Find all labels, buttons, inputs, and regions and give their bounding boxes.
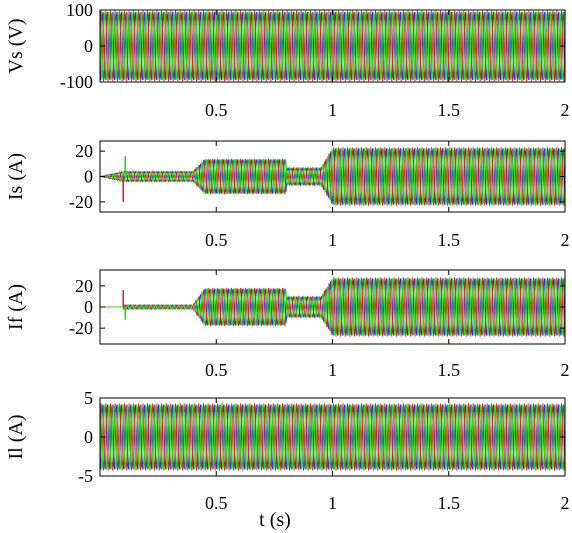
series-phase-2-if [100, 278, 565, 336]
subplot-if: 0.5 1 1.5 2 200-20 If (A) [5, 269, 570, 380]
series-phase-1-is [100, 147, 565, 206]
y-tick-label-if-0: 20 [75, 276, 93, 296]
y-tick-label-vs-1: 0 [84, 36, 93, 56]
series-phase-1-if [100, 277, 565, 337]
subplot-is: 0.5 1 1.5 2 20 0 -20 Is (A) [5, 140, 570, 250]
series-phase-3-is [100, 148, 565, 205]
series-phase-2-is [100, 148, 565, 205]
x-tick-label-if-1: 1 [328, 360, 337, 380]
subplot-il: 0.5 1 1.5 2 5 0 -5 Il (A) t (s) [5, 388, 570, 531]
series-phase-3-il [100, 404, 565, 470]
x-tick-label-if-2: 1.5 [438, 360, 461, 380]
y-tick-label-is-2: -20 [69, 192, 93, 212]
x-tick-label-is-2: 1.5 [438, 230, 461, 250]
x-tick-label-if-0: 0.5 [205, 360, 228, 380]
y-tick-label-if-2: -20 [69, 318, 93, 338]
y-axis-label-if: If (A) [5, 284, 27, 330]
x-tick-label-vs-2: 1.5 [438, 100, 461, 120]
x-tick-label-vs-0: 0.5 [205, 100, 228, 120]
series-phase-3-if [100, 278, 565, 336]
x-tick-label-il-0: 0.5 [205, 493, 228, 513]
x-axis-label-il: t (s) [259, 509, 291, 531]
x-tick-label-if-3: 2 [561, 360, 570, 380]
series-phase-2-il [100, 404, 565, 470]
y-axis-label-vs: Vs (V) [5, 19, 27, 74]
y-axis-label-is: Is (A) [5, 153, 27, 200]
y-tick-label-is-0: 20 [75, 141, 93, 161]
y-tick-label-is-1: 0 [84, 167, 93, 187]
series-phase-3-vs [100, 11, 565, 81]
y-axis-label-il: Il (A) [5, 415, 27, 460]
y-tick-label-il-1: 0 [84, 427, 93, 447]
x-tick-label-vs-1: 1 [328, 100, 337, 120]
x-tick-label-vs-3: 2 [561, 100, 570, 120]
series-phase-1-il [100, 403, 565, 471]
y-tick-label-if-1: 0 [84, 297, 93, 317]
subplot-vs: 0.5 1 1.5 2 100 0 -100 Vs (V) [5, 0, 570, 120]
x-tick-label-is-0: 0.5 [205, 230, 228, 250]
y-tick-label-il-2: -5 [78, 466, 93, 486]
x-tick-label-il-1: 1 [328, 493, 337, 513]
series-phase-2-vs [100, 11, 565, 81]
y-tick-label-il-0: 5 [84, 388, 93, 408]
x-tick-label-is-1: 1 [328, 230, 337, 250]
x-tick-label-il-2: 1.5 [438, 493, 461, 513]
series-phase-1-vs [100, 10, 565, 82]
y-tick-label-vs-0: 100 [66, 0, 93, 20]
x-tick-label-is-3: 2 [561, 230, 570, 250]
x-tick-label-il-3: 2 [561, 493, 570, 513]
y-tick-label-vs-2: -100 [60, 72, 93, 92]
